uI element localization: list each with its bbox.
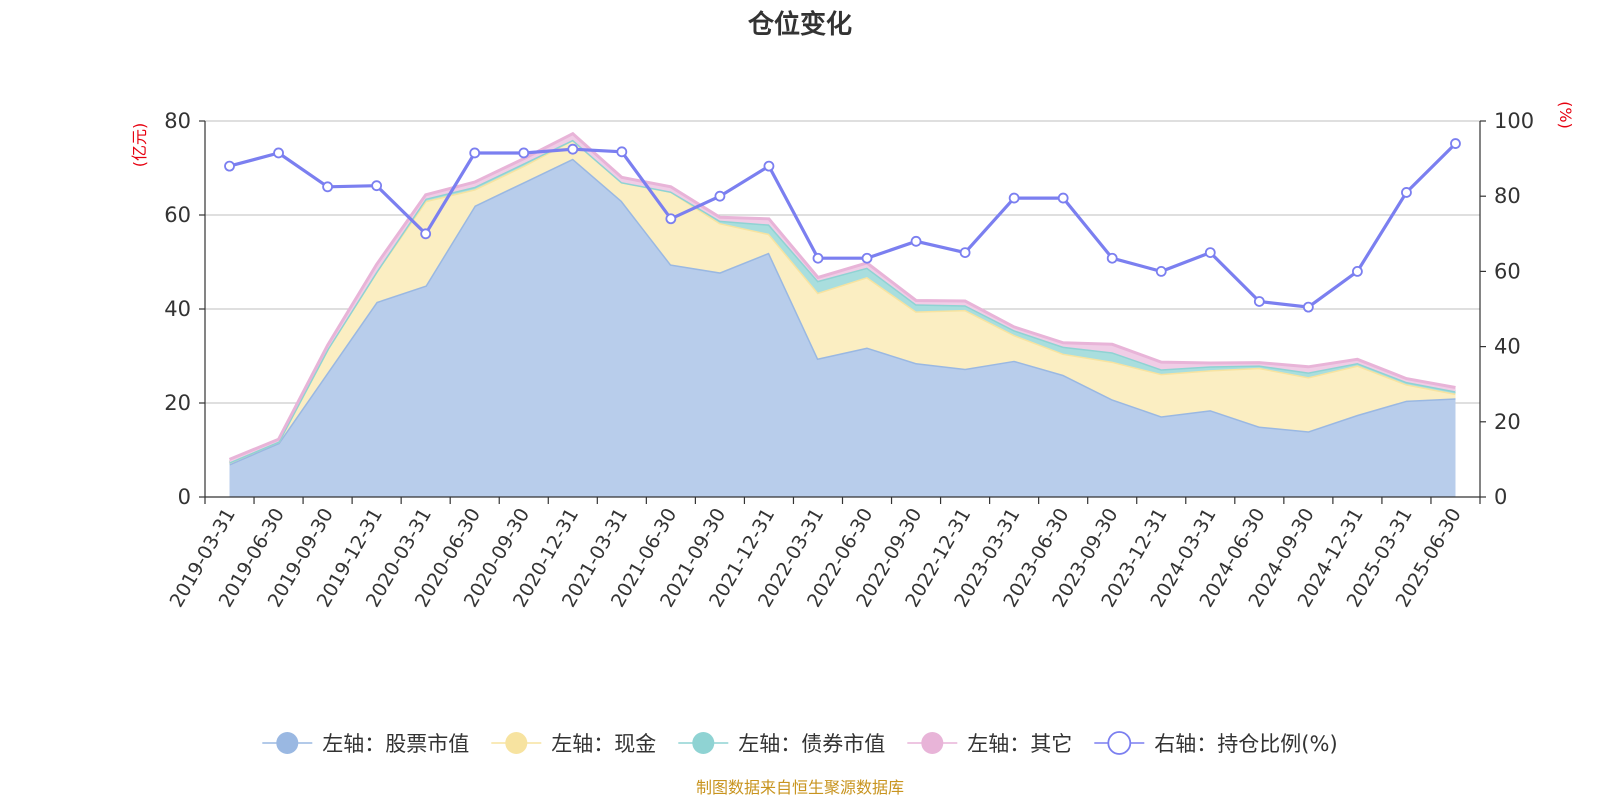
ratio-line-path (229, 142, 1457, 309)
legend-marker (1107, 731, 1132, 755)
legend-marker (921, 732, 944, 754)
data-source-note: 制图数据来自恒生聚源数据库 (696, 778, 904, 797)
ratio-point[interactable] (959, 247, 971, 259)
ratio-point[interactable] (763, 160, 775, 172)
ratio-point[interactable] (1401, 187, 1412, 198)
area-edge-4 (228, 131, 1456, 461)
stacked-areas (228, 131, 1456, 497)
ratio-point[interactable] (1204, 247, 1216, 259)
ratio-point[interactable] (1253, 296, 1265, 307)
area-2 (229, 139, 1456, 465)
legend-label: 左轴：现金 (551, 732, 656, 756)
ratio-point[interactable] (322, 181, 333, 193)
left-axis-tick-label: 0 (178, 485, 191, 509)
ratio-point[interactable] (1352, 265, 1363, 277)
holding-ratio-line (224, 138, 1461, 313)
ratio-point[interactable] (518, 147, 530, 159)
legend-marker (692, 732, 715, 754)
right-axis-tick-label: 100 (1494, 109, 1534, 133)
ratio-point[interactable] (1155, 265, 1167, 277)
left-axis-tick-label: 40 (164, 297, 191, 321)
legend-label: 左轴：债券市值 (738, 732, 885, 756)
legend-item-5[interactable]: 右轴：持仓比例(%) (1094, 731, 1338, 756)
ratio-point[interactable] (224, 160, 235, 172)
ratio-point[interactable] (1106, 252, 1118, 264)
left-axis-unit: (亿元) (130, 123, 149, 168)
ratio-point[interactable] (714, 190, 726, 202)
right-axis-tick-label: 20 (1494, 410, 1521, 434)
legend[interactable]: 左轴：股票市值 左轴：现金 左轴：债券市值 左轴：其它 右轴：持仓比例(%) (262, 731, 1338, 756)
ratio-point[interactable] (665, 213, 677, 225)
ratio-point[interactable] (1450, 138, 1461, 149)
ratio-point[interactable] (1057, 192, 1069, 204)
ratio-point[interactable] (861, 252, 873, 264)
legend-item-4[interactable]: 左轴：其它 (907, 732, 1072, 756)
ratio-point[interactable] (910, 235, 922, 247)
chart-title: 仓位变化 (747, 9, 852, 40)
legend-item-2[interactable]: 左轴：现金 (491, 732, 656, 756)
ratio-point[interactable] (371, 180, 383, 192)
right-axis-tick-label: 60 (1494, 259, 1521, 283)
legend-marker (505, 732, 528, 754)
legend-marker (276, 732, 299, 754)
left-axis-tick-label: 80 (164, 109, 191, 133)
ratio-point[interactable] (1302, 301, 1314, 313)
right-axis-tick-label: 0 (1494, 485, 1507, 509)
left-axis-tick-label: 60 (164, 203, 191, 227)
ratio-point[interactable] (420, 228, 432, 240)
ratio-point[interactable] (812, 252, 824, 264)
ratio-point[interactable] (273, 147, 284, 159)
left-axis-tick-label: 20 (164, 391, 191, 415)
ratio-point[interactable] (616, 146, 628, 158)
legend-item-3[interactable]: 左轴：债券市值 (678, 732, 885, 756)
right-axis-tick-label: 80 (1494, 184, 1521, 208)
legend-label: 右轴：持仓比例(%) (1154, 732, 1337, 756)
legend-label: 左轴：股票市值 (322, 732, 469, 756)
ratio-point[interactable] (469, 147, 481, 159)
legend-label: 左轴：其它 (967, 732, 1072, 756)
right-axis-tick-label: 40 (1494, 335, 1521, 359)
right-axis-unit: (%) (1556, 101, 1575, 129)
legend-item-1[interactable]: 左轴：股票市值 (262, 732, 469, 756)
ratio-point[interactable] (567, 143, 579, 155)
ratio-point[interactable] (1008, 192, 1020, 204)
